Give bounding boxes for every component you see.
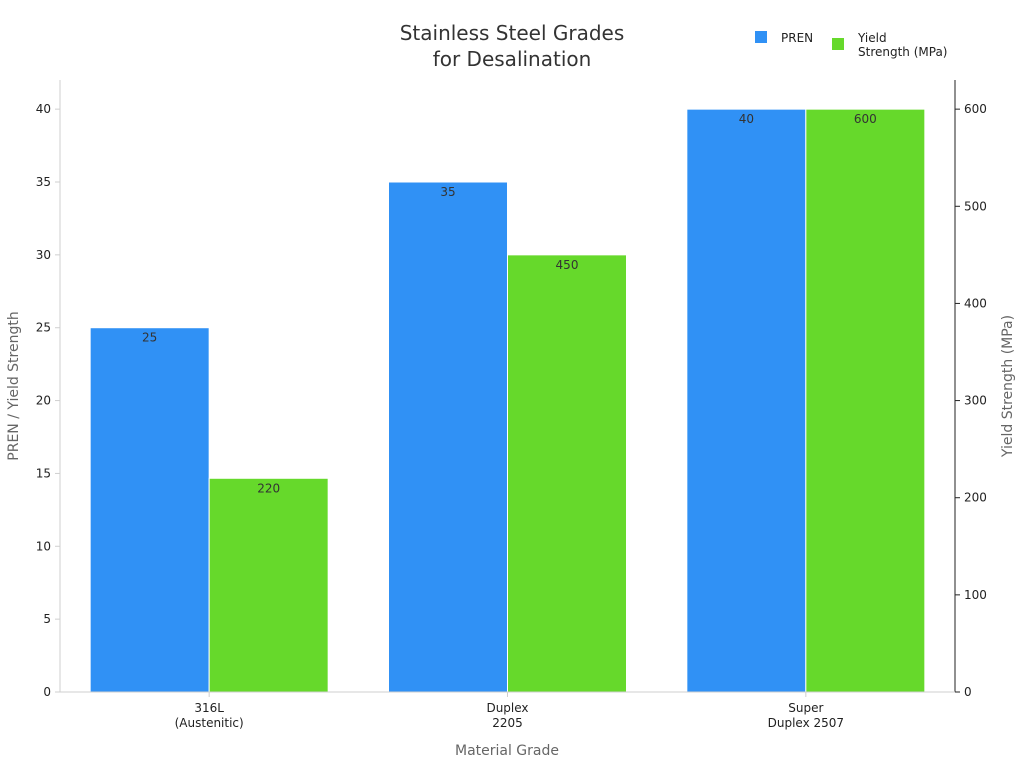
left-tick-label: 20: [36, 394, 51, 408]
bar-yield-strength-1: [507, 254, 627, 693]
left-tick-label: 35: [36, 175, 51, 189]
x-tick-label: Duplex 2507: [768, 716, 844, 730]
chart-title-line-1: Stainless Steel Grades: [400, 21, 625, 45]
bar-pren-0: [89, 327, 210, 693]
right-tick-label: 500: [964, 199, 987, 213]
bar-yield-strength-2: [805, 108, 926, 693]
right-tick-label: 300: [964, 394, 987, 408]
x-tick-label: (Austenitic): [175, 716, 244, 730]
left-tick-label: 5: [43, 612, 51, 626]
bar-pren-2: [686, 108, 807, 693]
data-label-pren-2: 40: [739, 112, 754, 126]
data-label-yield-strength-2: 600: [854, 112, 877, 126]
legend-swatch-yield-strength: [832, 38, 844, 50]
data-label-pren-0: 25: [142, 331, 157, 345]
left-tick-label: 0: [43, 685, 51, 699]
left-tick-label: 30: [36, 248, 51, 262]
data-label-yield-strength-1: 450: [556, 258, 579, 272]
bar-pren-1: [388, 181, 508, 693]
x-tick-label: 2205: [492, 716, 523, 730]
legend-label-yield-line-2: Strength (MPa): [858, 45, 948, 59]
x-tick-label: Super: [788, 701, 823, 715]
legend-swatch-pren: [755, 31, 767, 43]
x-axis-title: Material Grade: [455, 743, 559, 759]
left-axis-title: PREN / Yield Strength: [6, 311, 22, 460]
data-label-yield-strength-0: 220: [257, 481, 280, 495]
right-tick-label: 100: [964, 588, 987, 602]
legend: PREN Yield Strength (MPa): [755, 31, 948, 59]
bar-yield-strength-0: [208, 477, 329, 693]
left-tick-label: 25: [36, 321, 51, 335]
chart-title-line-2: for Desalination: [433, 47, 592, 71]
right-tick-label: 0: [964, 685, 972, 699]
legend-label-yield-line-1: Yield: [857, 31, 887, 45]
data-label-pren-1: 35: [440, 185, 455, 199]
right-tick-label: 200: [964, 491, 987, 505]
left-tick-label: 15: [36, 466, 51, 480]
right-tick-label: 600: [964, 102, 987, 116]
left-tick-label: 10: [36, 539, 51, 553]
x-tick-label: 316L: [194, 701, 224, 715]
right-axis-title: Yield Strength (MPa): [1000, 315, 1016, 458]
x-tick-label: Duplex: [486, 701, 528, 715]
left-tick-label: 40: [36, 102, 51, 116]
legend-label-pren: PREN: [781, 31, 813, 45]
right-tick-label: 400: [964, 296, 987, 310]
